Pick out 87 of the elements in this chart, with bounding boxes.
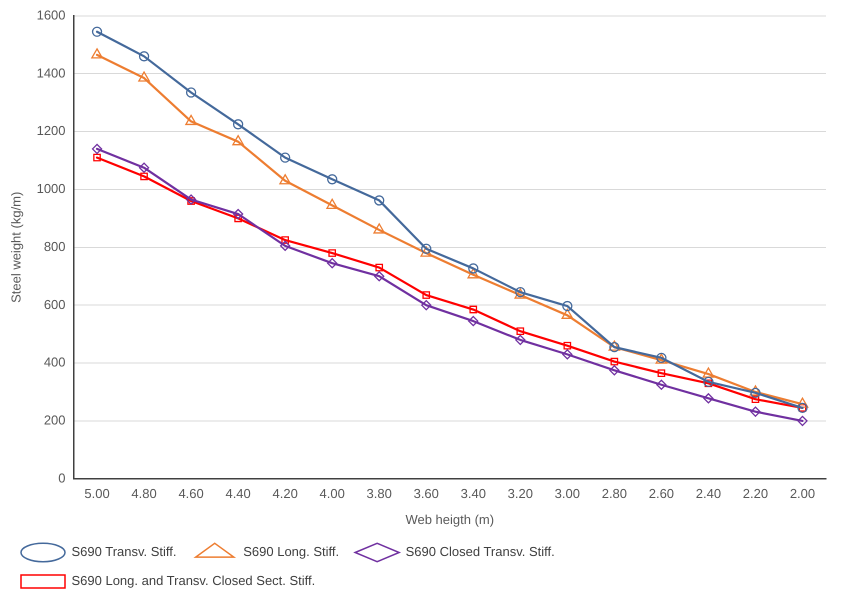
y-tick-label: 1000 [36, 181, 66, 196]
point [562, 349, 572, 360]
point [232, 119, 244, 130]
x-tick-label: 4.40 [225, 486, 251, 502]
x-tick-label: 2.60 [648, 486, 674, 502]
x-tick-label: 3.40 [460, 486, 486, 502]
y-tick-label: 600 [44, 296, 66, 312]
legend-label: S690 Long. and Transv. Closed Sect. Stiff. [72, 573, 316, 588]
point [187, 197, 195, 205]
x-tick-label: 3.60 [414, 486, 439, 502]
point [610, 358, 618, 366]
y-tick-label: 1600 [36, 7, 66, 22]
point [279, 174, 291, 184]
point [796, 397, 808, 408]
point [561, 308, 574, 319]
y-tick-label: 1200 [36, 123, 66, 138]
point [752, 395, 760, 404]
point [467, 268, 480, 278]
point [326, 198, 338, 209]
point [422, 291, 430, 299]
point [185, 114, 197, 126]
point [327, 258, 338, 268]
point [138, 51, 150, 62]
x-tick-label: 2.00 [790, 486, 816, 502]
x-tick-label: 5.00 [84, 486, 110, 502]
point [138, 162, 150, 173]
point [92, 26, 102, 37]
y-axis-title: Steel weight (kg/m) [8, 192, 24, 303]
y-tick-label: 400 [44, 354, 66, 370]
x-tick-label: 4.00 [320, 486, 345, 502]
y-tick-label: 1400 [36, 65, 66, 80]
point [515, 334, 526, 346]
y-tick-label: 0 [58, 470, 66, 486]
point [281, 236, 289, 244]
point [93, 154, 101, 162]
point [421, 300, 432, 310]
point [658, 369, 666, 378]
x-tick-label: 2.40 [696, 486, 722, 502]
point [232, 135, 244, 146]
point [374, 195, 384, 206]
x-tick-label: 4.80 [131, 486, 157, 502]
point [328, 249, 336, 257]
legend-label: S690 Transv. Stiff. [72, 544, 177, 560]
x-tick-label: 3.80 [366, 486, 392, 502]
point [280, 152, 290, 163]
point [797, 416, 808, 426]
point [421, 244, 432, 254]
point [186, 194, 196, 205]
point [609, 365, 620, 376]
point [420, 246, 432, 257]
y-tick-label: 800 [44, 238, 66, 254]
point [750, 406, 761, 417]
x-tick-label: 4.20 [272, 486, 298, 502]
x-tick-label: 3.20 [508, 486, 533, 502]
point [373, 223, 386, 234]
x-tick-label: 4.60 [178, 486, 204, 502]
point [468, 263, 478, 274]
point [656, 380, 667, 390]
legend-label: S690 Closed Transv. Stiff. [406, 544, 555, 560]
y-tick-label: 200 [44, 412, 66, 428]
x-tick-label: 2.20 [742, 486, 768, 502]
point [468, 316, 478, 326]
point [702, 367, 714, 378]
point [232, 208, 244, 220]
point [92, 144, 102, 154]
point [704, 379, 712, 388]
x-axis-title: Web heigth (m) [405, 512, 494, 527]
point [516, 327, 524, 336]
point [469, 306, 478, 314]
x-tick-label: 2.80 [602, 486, 628, 502]
point [375, 264, 384, 272]
point [140, 172, 148, 180]
point [703, 393, 714, 404]
point [374, 271, 384, 282]
point [564, 342, 572, 350]
point [703, 376, 714, 388]
point [750, 388, 761, 398]
point [91, 48, 103, 59]
point [186, 87, 196, 98]
legend-label: S690 Long. Stiff. [243, 544, 340, 560]
point [327, 174, 338, 184]
point [750, 385, 762, 396]
point [280, 240, 290, 252]
point [138, 71, 150, 82]
point [562, 300, 572, 312]
x-tick-label: 3.00 [554, 486, 580, 502]
point [234, 214, 242, 222]
